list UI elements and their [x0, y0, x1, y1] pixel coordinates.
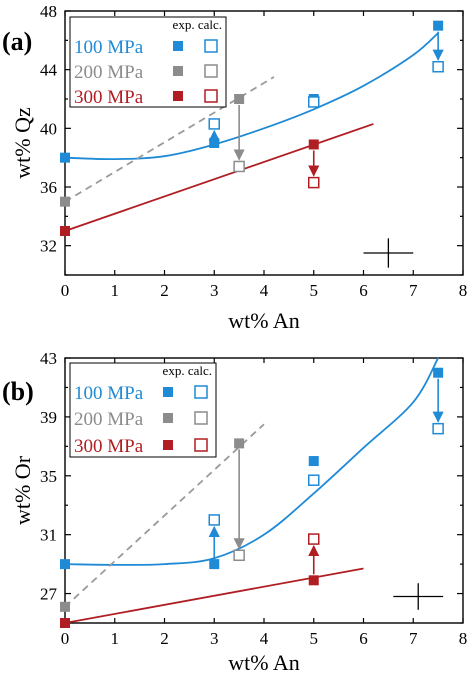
exp-point: [60, 152, 70, 163]
legend: exp. calc. 100 MPa 200 MPa 300 MPa: [69, 16, 227, 108]
calc-point: [208, 118, 220, 130]
y-axis-label: wt% Qz: [10, 107, 35, 179]
calc-point: [208, 514, 220, 526]
calc-point: [233, 160, 245, 173]
y-axis-label: wt% Or: [10, 455, 35, 525]
y-tick-label: 35: [40, 467, 57, 486]
exp-point: [209, 559, 220, 570]
y-tick-label: 27: [40, 585, 58, 604]
exp-point: [234, 94, 245, 104]
legend-exp-marker: [173, 66, 183, 76]
x-tick-label: 8: [459, 281, 468, 300]
x-tick-label: 5: [310, 629, 319, 648]
calc-point: [233, 549, 245, 562]
x-tick-label: 1: [111, 629, 120, 648]
exp-point: [433, 367, 444, 378]
legend-exp-marker: [173, 41, 183, 51]
x-tick-label: 7: [409, 629, 418, 648]
legend-exp-marker: [163, 440, 173, 450]
legend: exp. calc. 100 MPa 200 MPa 300 MPa: [69, 362, 217, 458]
legend-label: 200 MPa: [74, 409, 144, 430]
trend-line-p100: [64, 32, 439, 161]
y-tick-label: 48: [40, 2, 57, 21]
y-tick-label: 43: [40, 349, 57, 368]
legend-label: 300 MPa: [74, 87, 144, 108]
x-axis-label: wt% An: [228, 308, 300, 333]
x-tick-label: 6: [359, 281, 368, 300]
x-tick-label: 4: [260, 629, 269, 648]
trend-line-p300: [64, 123, 374, 232]
legend-exp-marker: [163, 413, 173, 423]
legend-calc-marker: [194, 411, 208, 425]
y-tick-label: 36: [40, 178, 57, 197]
legend-calc-marker: [204, 89, 218, 103]
legend-calc-marker: [204, 39, 218, 53]
trend-line-p100: [64, 357, 439, 566]
exp-point: [60, 601, 70, 612]
legend-header: exp. calc.: [173, 17, 222, 32]
panel-a: 0 1 2 3 4 5 6 7 8 32 36 40 44 48 wt% An wt% Qz (a) exp. c…: [2, 2, 467, 333]
calc-point: [308, 474, 320, 486]
calc-point: [432, 60, 444, 73]
exp-point: [60, 559, 70, 570]
legend-calc-marker: [194, 438, 208, 452]
legend-exp-marker: [163, 387, 173, 397]
exp-point: [308, 139, 319, 150]
x-tick-label: 0: [61, 629, 70, 648]
y-tick-label: 39: [40, 408, 57, 427]
legend-calc-marker: [204, 64, 218, 78]
exp-point: [60, 618, 70, 628]
y-tick-label: 40: [40, 119, 57, 138]
calc-point: [308, 176, 320, 189]
legend-header: exp. calc.: [163, 363, 212, 378]
x-tick-label: 5: [310, 281, 319, 300]
legend-label: 300 MPa: [74, 436, 144, 457]
legend-box: [69, 16, 227, 108]
x-tick-label: 8: [459, 629, 468, 648]
y-tick-label: 31: [40, 526, 57, 545]
exp-point: [433, 20, 444, 31]
legend-calc-marker: [194, 385, 208, 399]
exp-point: [60, 226, 70, 236]
trend-line-p200: [64, 423, 265, 608]
exp-point: [234, 438, 245, 449]
x-tick-label: 6: [359, 629, 368, 648]
y-tick-label: 44: [40, 61, 58, 80]
panel-label: (a): [2, 27, 32, 56]
panel-b: 0 1 2 3 4 5 6 7 8 27 31 35 39 43 wt% An wt% Or (b) exp. c…: [2, 349, 467, 675]
exp-point: [308, 575, 319, 586]
x-axis-label: wt% An: [228, 650, 300, 675]
x-tick-label: 4: [260, 281, 269, 300]
exp-point: [60, 196, 70, 207]
x-tick-label: 0: [61, 281, 70, 300]
legend-exp-marker: [173, 91, 183, 101]
x-tick-label: 2: [160, 629, 169, 648]
trend-line-p200: [64, 76, 275, 203]
calc-point: [432, 422, 444, 435]
x-tick-label: 7: [409, 281, 418, 300]
calc-point: [308, 96, 320, 108]
x-tick-label: 1: [111, 281, 120, 300]
exp-point: [308, 456, 319, 467]
legend-label: 100 MPa: [74, 37, 144, 58]
x-tick-label: 2: [160, 281, 169, 300]
legend-label: 100 MPa: [74, 383, 144, 404]
exp-point: [209, 138, 220, 148]
y-tick-label: 32: [40, 237, 57, 256]
panel-label: (b): [2, 377, 34, 406]
x-tick-label: 3: [210, 629, 219, 648]
legend-box: [69, 362, 217, 458]
x-tick-label: 3: [210, 281, 219, 300]
calc-point: [308, 533, 320, 545]
legend-label: 200 MPa: [74, 62, 144, 83]
